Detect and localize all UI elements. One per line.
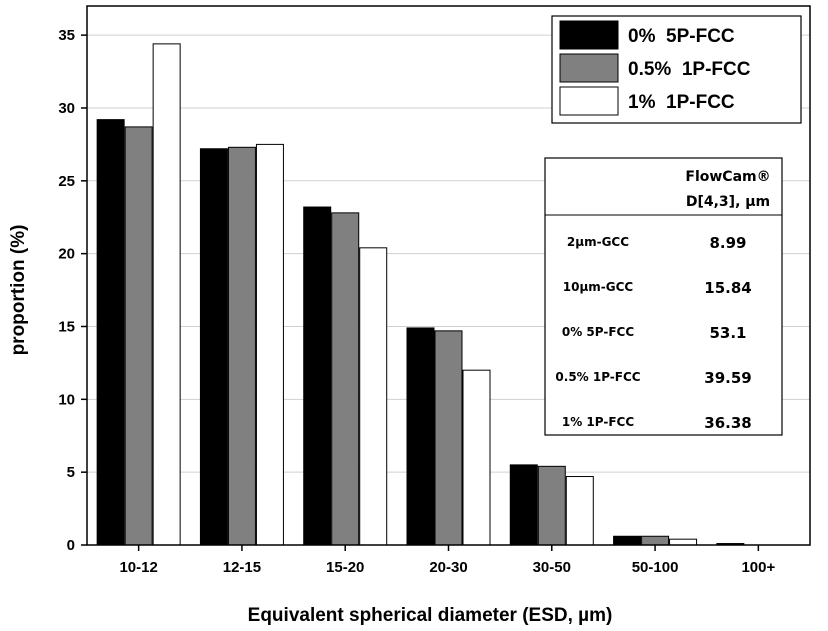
bar [434,330,463,546]
y-tick-label: 35 [58,27,75,44]
y-tick-label: 10 [58,391,75,408]
bar [509,464,538,546]
table-row-label: 0.5% 1P-FCC [555,370,640,384]
y-tick-label: 15 [58,318,75,335]
legend-swatch [559,53,619,83]
table-row-value: 8.99 [709,234,746,252]
bar [359,247,388,546]
legend: 0% 5P-FCC 0.5% 1P-FCC 1% 1P-FCC [551,15,802,124]
axis-ticks: 0 5 10 15 20 25 30 35 10-12 12-15 15-20 20-30 30-50 5… [58,27,775,576]
y-tick-label: 20 [58,246,75,263]
x-tick-label: 20-30 [429,559,467,576]
y-tick-label: 5 [67,464,75,481]
bar [641,535,670,546]
bar [613,535,642,546]
bar [124,126,153,546]
table-row-label: 1% 1P-FCC [562,415,634,429]
bar [462,369,491,546]
bar [199,148,228,546]
legend-label: 0% 5P-FCC [628,26,735,47]
bar [227,146,256,546]
y-tick-label: 25 [58,173,75,190]
y-tick-label: 30 [58,100,75,117]
legend-swatch [559,86,619,116]
legend-label: 0.5% 1P-FCC [628,59,751,80]
x-tick-label: 30-50 [533,559,571,576]
bar [152,43,181,546]
x-axis-title: Equivalent spherical diameter (ESD, µm) [248,605,613,626]
x-tick-label: 10-12 [119,559,157,576]
bars [96,43,745,546]
y-tick-label: 0 [67,537,75,554]
table-row-value: 36.38 [704,414,751,432]
bar [331,212,360,546]
x-tick-label: 12-15 [223,559,261,576]
table-row-label: 2µm-GCC [567,235,629,249]
legend-label: 1% 1P-FCC [628,92,735,113]
bar [669,538,698,546]
table-row-value: 39.59 [704,369,751,387]
table-row-value: 53.1 [709,324,746,342]
bar [565,476,594,546]
bar [255,143,284,546]
table-row-label: 10µm-GCC [563,280,634,294]
table-box [544,157,783,436]
x-tick-label: 100+ [741,559,775,576]
table-header-unit: D[4,3], µm [686,194,770,210]
legend-swatch [559,20,619,50]
table-row-label: 0% 5P-FCC [562,325,634,339]
inset-table: FlowCam® D[4,3], µm 2µm-GCC 8.99 10µm-GCC 15.… [544,157,783,436]
table-row-value: 15.84 [704,279,751,297]
bar [406,327,435,546]
table-header-title: FlowCam® [685,169,770,185]
bar [537,465,566,546]
bar [303,206,332,546]
x-tick-label: 50-100 [632,559,679,576]
bar [96,119,125,546]
x-tick-label: 15-20 [326,559,364,576]
y-axis-title: proportion (%) [8,225,29,356]
